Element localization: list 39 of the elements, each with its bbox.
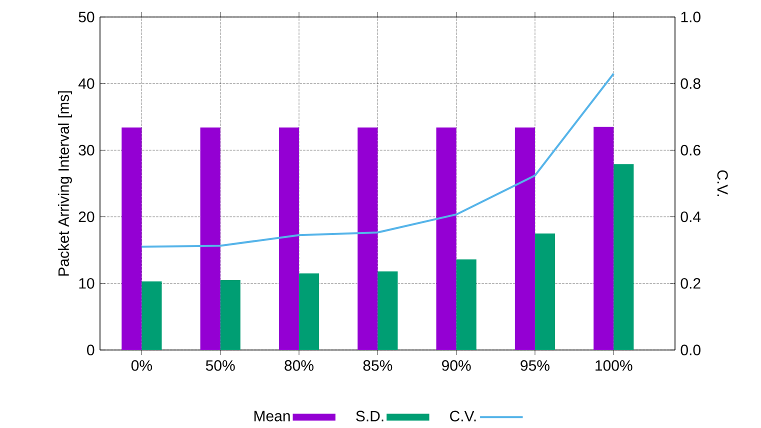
bar [220, 280, 240, 350]
x-tick-label: 50% [206, 360, 235, 372]
y-axis-title: Packet Arriving Interval [ms] [58, 91, 72, 276]
x-tick-label: 100% [596, 360, 632, 372]
x-tick-label: 90% [442, 360, 471, 372]
x-tick-label: 0% [131, 360, 152, 372]
line-series [140, 72, 615, 248]
y-tick-label: 20 [78, 212, 94, 222]
legend-label: Mean [254, 411, 290, 422]
bar [278, 128, 300, 350]
y2-axis-title: C.V. [717, 170, 728, 196]
y2-tick-label: 0.2 [680, 278, 700, 289]
bar [436, 128, 456, 350]
y-tick-label: 10 [79, 278, 94, 289]
bar [358, 128, 378, 350]
x-tick-label: 95% [520, 360, 550, 372]
bar [299, 274, 320, 350]
x-tick-label: 85% [363, 360, 392, 372]
y2-tick-label: 0.8 [680, 78, 700, 90]
x-tick-label: 80% [284, 360, 314, 372]
bar [514, 128, 535, 350]
y2-tick-label: 1.0 [681, 12, 700, 23]
legend-label: C.V. [450, 411, 476, 422]
bar [534, 234, 556, 350]
bar [378, 272, 398, 350]
y-tick-label: 40 [78, 78, 94, 90]
bar [142, 282, 162, 350]
y-tick-label: 30 [78, 145, 94, 156]
bar [594, 127, 614, 350]
bar [456, 260, 476, 350]
y2-tick-label: 0.0 [680, 344, 700, 356]
y2-tick-label: 0.4 [680, 212, 701, 222]
bar [122, 128, 142, 350]
y2-tick-label: 0.6 [680, 145, 700, 156]
legend-label: S.D. [356, 411, 384, 422]
y-tick-label: 50 [78, 12, 94, 23]
bar [200, 128, 220, 350]
bar [614, 164, 634, 350]
y-tick-label: 0 [87, 344, 94, 356]
